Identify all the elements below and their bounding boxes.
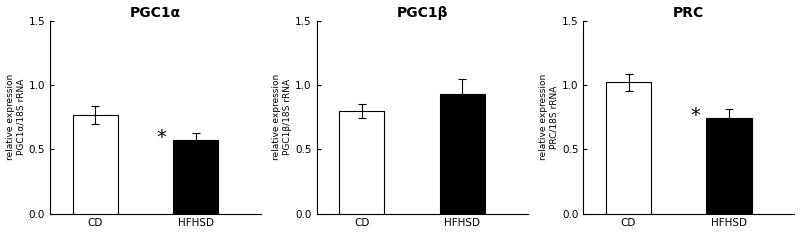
- Y-axis label: relative expression
PGC1β/18S rRNA: relative expression PGC1β/18S rRNA: [272, 74, 292, 160]
- Y-axis label: relative expression
PRC/18S rRNA: relative expression PRC/18S rRNA: [539, 74, 559, 160]
- Title: PRC: PRC: [674, 6, 705, 20]
- Text: *: *: [157, 128, 166, 147]
- Y-axis label: relative expression
PGC1α/18S rRNA: relative expression PGC1α/18S rRNA: [6, 74, 26, 160]
- Text: *: *: [690, 106, 700, 125]
- Title: PGC1α: PGC1α: [130, 6, 181, 20]
- Bar: [73, 115, 118, 214]
- Bar: [706, 118, 752, 214]
- Bar: [606, 82, 651, 214]
- Title: PGC1β: PGC1β: [397, 6, 448, 20]
- Bar: [173, 140, 218, 214]
- Bar: [440, 94, 485, 214]
- Bar: [339, 111, 385, 214]
